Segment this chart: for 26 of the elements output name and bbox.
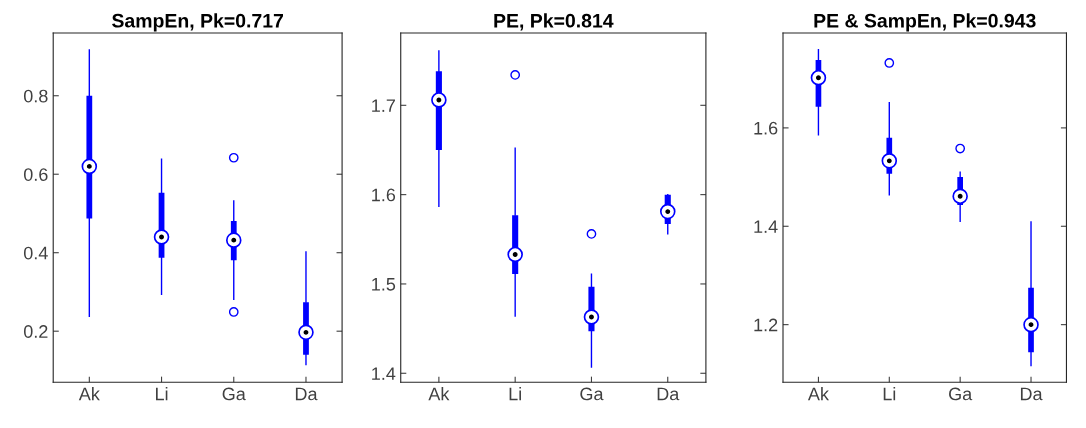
y-tick-label: 0.6: [23, 168, 48, 181]
y-tick-label: 1.6: [754, 121, 778, 135]
y-tick-label: 1.4: [372, 367, 396, 380]
chart-title: PE, Pk=0.814: [494, 13, 614, 31]
y-tick-label: 0.8: [23, 89, 48, 103]
y-tick-label: 1.5: [372, 278, 396, 291]
x-tick-label: Li: [883, 387, 896, 401]
x-tick-label: Li: [509, 387, 521, 401]
x-tick-label: Da: [1020, 387, 1043, 401]
x-tick-label: Ga: [949, 387, 973, 401]
x-tick-label: Ga: [580, 387, 604, 401]
y-tick-label: 0.4: [23, 246, 48, 260]
y-tick-label: 0.2: [23, 325, 48, 338]
x-tick-label: Li: [156, 387, 168, 401]
chart-title: PE & SampEn, Pk=0.943: [814, 13, 1036, 32]
x-tick-label: Da: [657, 387, 680, 401]
chart-title: SampEn, Pk=0.717: [112, 13, 283, 32]
x-tick-label: Da: [295, 387, 318, 401]
y-tick-label: 1.7: [372, 99, 395, 112]
x-tick-label: Ak: [78, 387, 100, 401]
y-tick-label: 1.6: [372, 188, 396, 202]
x-tick-label: Ga: [222, 387, 246, 401]
y-tick-label: 1.4: [754, 220, 778, 233]
x-tick-label: Ak: [807, 387, 829, 401]
x-tick-label: Ak: [428, 387, 450, 401]
y-tick-label: 1.2: [754, 318, 778, 332]
